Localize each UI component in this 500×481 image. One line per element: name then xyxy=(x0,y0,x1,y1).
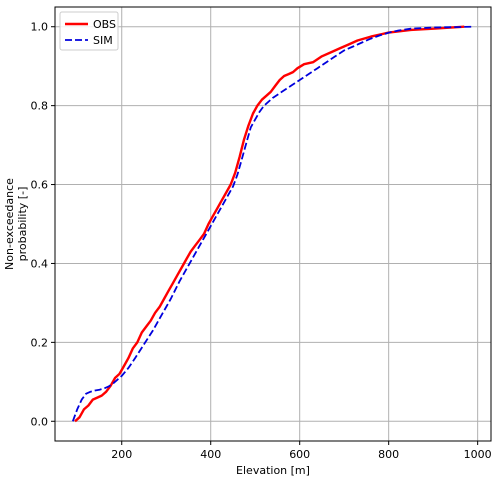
y-tick-label: 0.6 xyxy=(31,179,49,192)
legend: OBS SIM xyxy=(59,11,119,51)
x-tick-label: 800 xyxy=(378,448,399,461)
series-layer xyxy=(71,25,474,423)
legend-label-obs: OBS xyxy=(93,18,116,31)
series-line-obs xyxy=(74,25,465,423)
y-tick-label: 0.4 xyxy=(31,257,49,270)
x-tick-label: 200 xyxy=(111,448,132,461)
legend-box xyxy=(59,11,119,51)
x-tick-label: 1000 xyxy=(464,448,492,461)
y-axis-label-line1: Non-exceedance xyxy=(3,178,16,270)
y-tick-label: 1.0 xyxy=(31,21,49,34)
y-axis-label-line2: probability [-] xyxy=(16,187,29,262)
plot-frame xyxy=(54,6,492,442)
y-tick-label: 0.2 xyxy=(31,336,49,349)
legend-label-sim: SIM xyxy=(93,34,113,47)
ticks: 200 400 600 800 1000 0.0 0.2 0.4 0.6 0.8 1.0 xyxy=(31,21,492,461)
y-tick-label: 0.8 xyxy=(31,100,49,113)
x-tick-label: 400 xyxy=(200,448,221,461)
x-tick-label: 600 xyxy=(289,448,310,461)
series-line-sim xyxy=(71,25,474,422)
y-tick-label: 0.0 xyxy=(31,415,49,428)
x-axis-label: Elevation [m] xyxy=(236,464,310,477)
